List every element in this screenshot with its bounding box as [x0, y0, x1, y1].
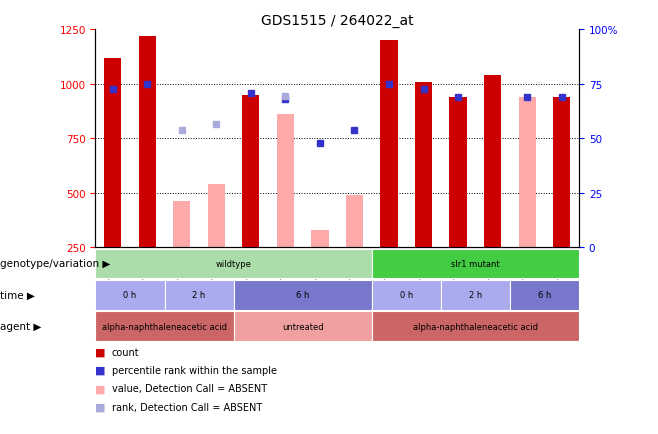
Bar: [519, 98, 536, 247]
Text: time ▶: time ▶: [0, 290, 35, 300]
Bar: [311, 230, 328, 247]
Text: rank, Detection Call = ABSENT: rank, Detection Call = ABSENT: [112, 402, 262, 411]
Text: ■: ■: [95, 347, 106, 357]
Bar: [553, 98, 570, 247]
Text: 0 h: 0 h: [123, 291, 137, 299]
Text: percentile rank within the sample: percentile rank within the sample: [112, 365, 277, 375]
Text: 6 h: 6 h: [538, 291, 551, 299]
Text: 6 h: 6 h: [296, 291, 309, 299]
Text: 2 h: 2 h: [192, 291, 206, 299]
Text: agent ▶: agent ▶: [0, 322, 41, 331]
Text: ■: ■: [95, 384, 106, 393]
Bar: [139, 37, 156, 247]
Text: slr1 mutant: slr1 mutant: [451, 260, 499, 268]
Bar: [449, 98, 467, 247]
Text: ■: ■: [95, 402, 106, 411]
Text: alpha-naphthaleneacetic acid: alpha-naphthaleneacetic acid: [102, 322, 227, 331]
Text: genotype/variation ▶: genotype/variation ▶: [0, 259, 111, 269]
Text: 0 h: 0 h: [399, 291, 413, 299]
Text: count: count: [112, 347, 139, 357]
Bar: [346, 195, 363, 247]
Bar: [173, 202, 190, 247]
Bar: [208, 184, 225, 247]
Text: untreated: untreated: [282, 322, 324, 331]
Text: value, Detection Call = ABSENT: value, Detection Call = ABSENT: [112, 384, 267, 393]
Text: 2 h: 2 h: [468, 291, 482, 299]
Title: GDS1515 / 264022_at: GDS1515 / 264022_at: [261, 14, 413, 28]
Bar: [484, 76, 501, 247]
Bar: [380, 41, 397, 247]
Bar: [415, 82, 432, 247]
Bar: [277, 115, 294, 247]
Text: wildtype: wildtype: [216, 260, 251, 268]
Text: ■: ■: [95, 365, 106, 375]
Bar: [242, 95, 259, 247]
Bar: [104, 59, 121, 247]
Text: alpha-naphthaleneacetic acid: alpha-naphthaleneacetic acid: [413, 322, 538, 331]
